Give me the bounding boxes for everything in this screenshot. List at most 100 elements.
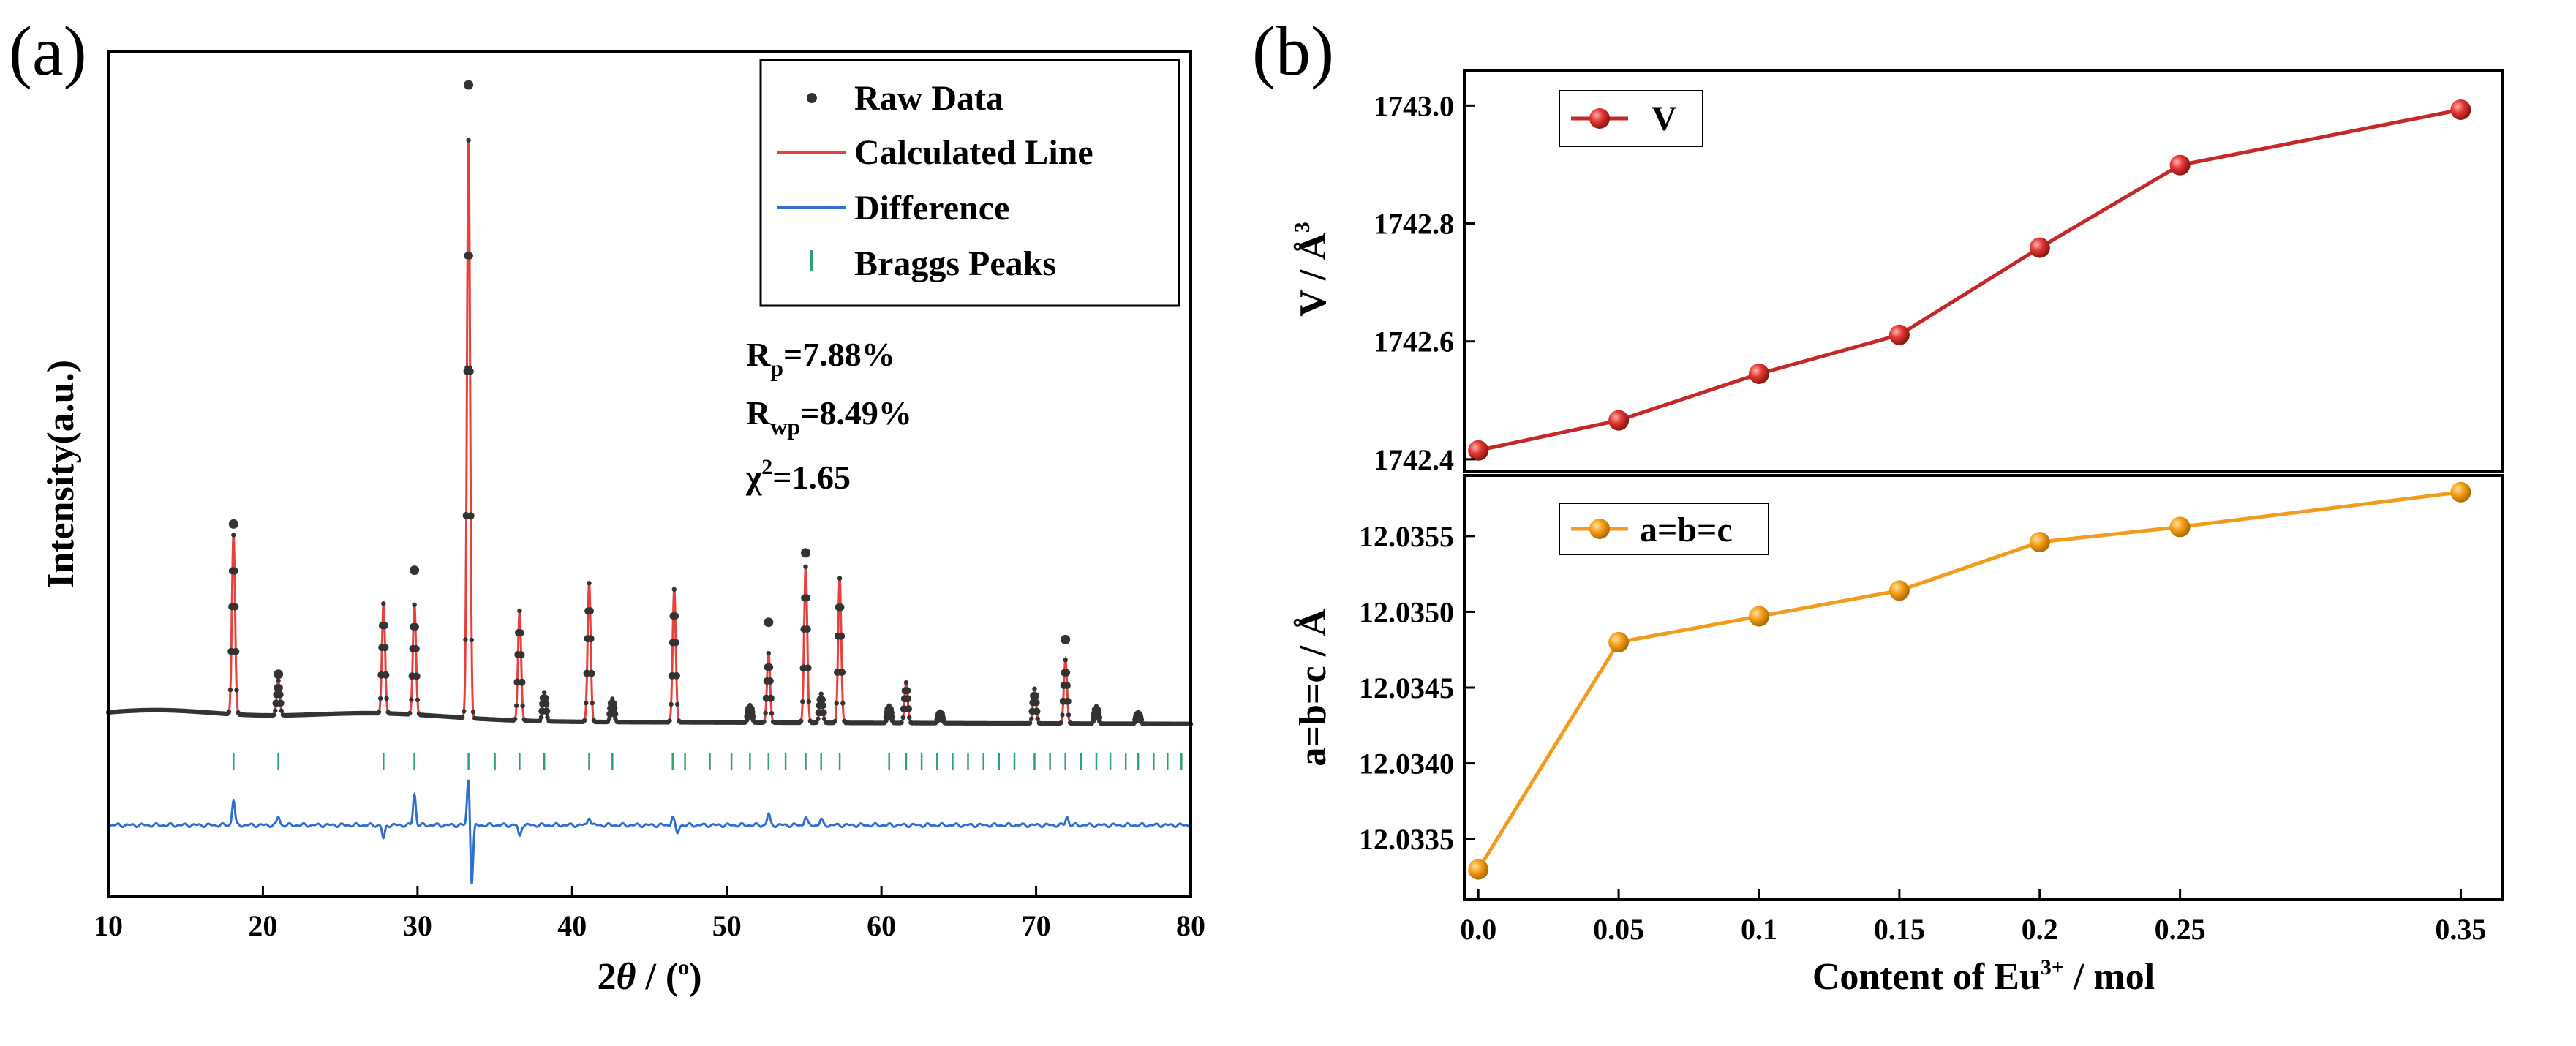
- raw-data-point: [232, 647, 240, 655]
- x-axis-title-b: Content of Eu3+ / mol: [1812, 955, 2155, 998]
- lattice-point: [2029, 532, 2050, 553]
- lattice-point: [2169, 516, 2191, 538]
- raw-data-point: [279, 708, 284, 713]
- y-tick-label-b-bottom: 12.0355: [1359, 520, 1454, 553]
- legend-raw-marker: [807, 93, 817, 103]
- raw-data-point: [606, 716, 612, 721]
- volume-point: [1468, 440, 1489, 461]
- y-tick-label-b-top: 1742.6: [1374, 326, 1454, 358]
- raw-data-point: [466, 367, 474, 375]
- volume-point: [1888, 324, 1910, 345]
- raw-data-point: [899, 720, 904, 726]
- raw-data-point: [671, 587, 677, 592]
- raw-data-peak-point: [1061, 634, 1071, 644]
- legend-calc-label: Calculated Line: [854, 133, 1093, 172]
- raw-data-point: [767, 694, 775, 702]
- stat-chi: χ2=1.65: [745, 455, 851, 496]
- raw-data-point: [584, 701, 589, 706]
- refinement-stats: Rp=7.88% Rwp=8.49% χ2=1.65: [745, 336, 912, 496]
- raw-data-peak-point: [464, 80, 474, 90]
- y-tick-label-b-top: 1742.4: [1374, 443, 1454, 476]
- raw-data-point: [467, 512, 475, 520]
- volume-point: [1608, 410, 1630, 431]
- raw-data-point: [230, 567, 238, 575]
- legend-a-box: [759, 59, 1180, 307]
- y-tick-label-b-bottom: 12.0345: [1359, 671, 1454, 704]
- panel-b: (b) 1742.4 1742.6 1742.8 1743.0 12.0335 12.03…: [1252, 12, 2504, 998]
- x-tick-label-a: 20: [248, 909, 277, 942]
- raw-data-point: [382, 671, 390, 679]
- raw-data-point: [814, 720, 819, 725]
- y-axis-title-b-bottom: a=b=c / Å: [1292, 609, 1334, 767]
- x-tick-label-a: 50: [712, 909, 742, 942]
- raw-data-point: [818, 701, 826, 710]
- raw-data-point: [587, 635, 595, 643]
- raw-data-point: [1032, 699, 1040, 707]
- volume-line: [1477, 108, 2461, 453]
- y-tick-label-b-bottom: 12.0340: [1359, 748, 1454, 780]
- raw-data-point: [415, 697, 421, 702]
- raw-data-peak-point: [228, 519, 238, 529]
- lattice-point: [1749, 606, 1769, 627]
- raw-data-point: [462, 709, 467, 714]
- raw-data-point: [937, 710, 945, 718]
- raw-data-point: [1066, 712, 1072, 718]
- x-tick-label-b: 0.15: [1874, 913, 1925, 946]
- raw-data-point: [609, 699, 617, 707]
- raw-data-point: [381, 644, 389, 652]
- raw-data-point: [381, 601, 386, 606]
- raw-data-point: [234, 688, 239, 693]
- raw-data-point: [818, 696, 826, 704]
- legend-a: Raw Data Calculated Line Difference Brag…: [759, 59, 1180, 307]
- stat-rp: Rp=7.88%: [746, 336, 895, 381]
- legend-abc-label: a=b=c: [1640, 511, 1733, 549]
- raw-data-point: [516, 629, 524, 637]
- x-axis-title-a: 2θ / (o): [597, 955, 701, 998]
- raw-data-point: [819, 709, 827, 717]
- raw-data-point: [900, 715, 905, 720]
- raw-data-point: [587, 669, 595, 677]
- x-tick-label-a: 40: [557, 909, 587, 942]
- volume-series: [1468, 99, 2471, 461]
- difference-line-path: [108, 779, 1191, 885]
- legend-v-label: V: [1652, 99, 1677, 138]
- raw-data-point: [840, 701, 846, 706]
- raw-data-point: [1032, 686, 1037, 691]
- legend-b-bottom: a=b=c: [1559, 503, 1769, 555]
- raw-data-point: [470, 710, 476, 715]
- lattice-point: [2450, 481, 2471, 503]
- raw-data-point: [818, 691, 824, 696]
- raw-data-point: [1058, 720, 1063, 726]
- raw-data-point: [837, 603, 845, 612]
- raw-data-point: [761, 719, 767, 724]
- raw-data-point: [1031, 692, 1039, 700]
- x-axis-ticks-a: 10 20 30 40 50 60 70 80: [94, 886, 1205, 942]
- raw-data-point: [674, 701, 680, 707]
- raw-data-point: [276, 691, 284, 699]
- raw-data-point: [407, 710, 413, 716]
- x-tick-label-b: 0.05: [1593, 913, 1644, 946]
- raw-data-point: [769, 710, 775, 716]
- raw-data-point: [1063, 682, 1071, 690]
- x-tick-label-b: 0.25: [2155, 913, 2206, 946]
- lattice-point: [1888, 580, 1910, 601]
- x-tick-label-b: 0.2: [2022, 913, 2058, 946]
- raw-data-point: [806, 699, 812, 704]
- raw-data-point: [800, 699, 805, 704]
- raw-data-point: [466, 252, 473, 260]
- x-tick-label-b: 0.35: [2435, 913, 2486, 946]
- raw-data-point: [276, 684, 283, 692]
- x-tick-label-a: 70: [1022, 909, 1051, 942]
- volume-point: [2450, 99, 2471, 120]
- panel-b-label: (b): [1252, 12, 1334, 90]
- raw-data-point: [514, 703, 519, 708]
- raw-data-point: [582, 718, 587, 723]
- raw-data-points: [105, 80, 1194, 726]
- raw-data-point: [376, 710, 382, 715]
- raw-data-point: [804, 664, 812, 672]
- raw-data-point: [377, 696, 383, 701]
- raw-data-peak-point: [764, 617, 774, 628]
- raw-data-point: [766, 663, 774, 671]
- raw-data-point: [903, 680, 909, 685]
- legend-b-top: V: [1559, 90, 1703, 147]
